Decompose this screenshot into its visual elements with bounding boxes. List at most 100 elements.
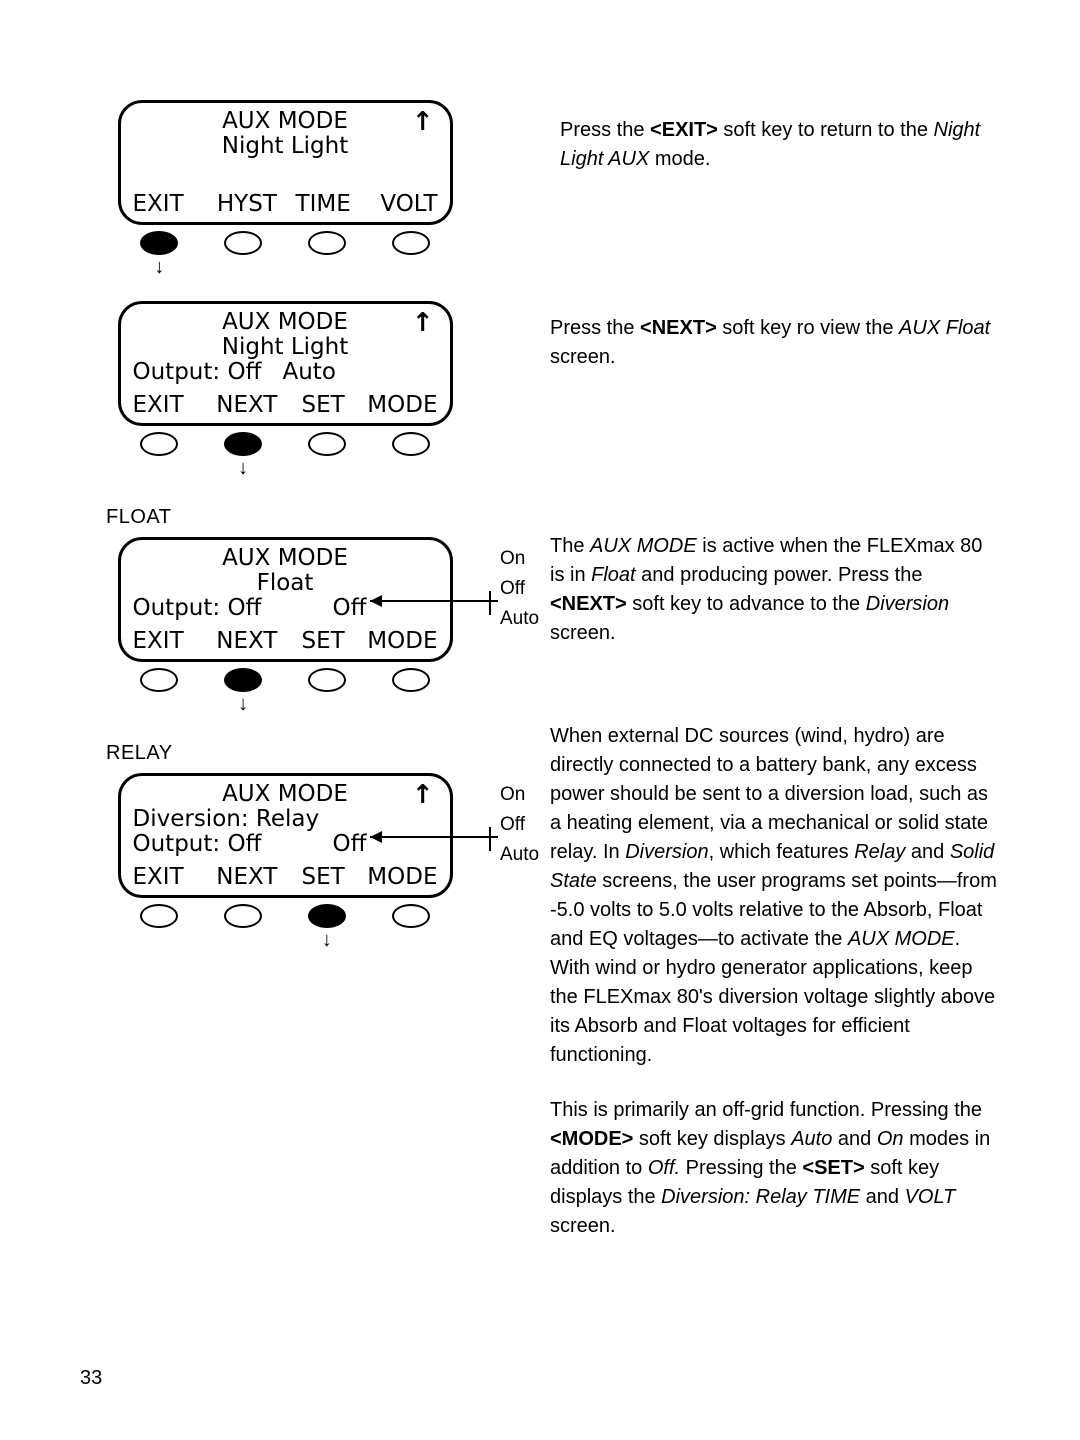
up-arrow-icon: ↑ (412, 310, 434, 337)
softkey-mode: MODE (361, 629, 437, 653)
key-exit: <EXIT> (650, 119, 718, 141)
lcd3-annotations: On Off Auto (500, 545, 550, 635)
text-frag: soft key displays (633, 1128, 791, 1150)
softkey-exit: EXIT (133, 192, 209, 216)
section-float-label: FLOAT (106, 506, 470, 529)
down-arrow-icon: ↓ (154, 257, 164, 277)
text-frag: mode. (649, 148, 710, 170)
button-empty (392, 432, 430, 456)
text-frag: , which features (709, 841, 855, 863)
text-frag: and (832, 1128, 876, 1150)
button-row-4: ↓ (118, 904, 453, 974)
button-empty (392, 904, 430, 928)
text-italic: Relay (854, 841, 905, 863)
annot-on: On (500, 781, 550, 811)
text-frag: screen. (550, 622, 616, 644)
left-column: AUX MODE ↑ Night Light EXIT HYST TIME VO… (100, 100, 470, 974)
text-italic: AUX MODE (590, 535, 697, 557)
annot-auto: Auto (500, 605, 550, 635)
lcd4-wrapper: AUX MODE ↑ Diversion: Relay Output: Off … (100, 773, 470, 898)
softkey-next: NEXT (209, 393, 285, 417)
text-italic: Float (591, 564, 635, 586)
text-frag: This is primarily an off-grid function. … (550, 1099, 982, 1121)
text-frag: soft key to advance to the (627, 593, 866, 615)
text-italic: AUX MODE (848, 928, 955, 950)
lcd2-auto: Auto (283, 360, 336, 384)
section-relay-label: RELAY (106, 742, 470, 765)
lcd1-title: AUX MODE (121, 109, 450, 133)
softkey-mode: MODE (361, 865, 437, 889)
para-5: This is primarily an off-grid function. … (550, 1096, 1000, 1241)
button-empty (140, 432, 178, 456)
button-empty (140, 904, 178, 928)
lcd4-title: AUX MODE (121, 782, 450, 806)
softkey-set: SET (285, 629, 361, 653)
page-number: 33 (80, 1367, 102, 1390)
annot-off: Off (500, 575, 550, 605)
up-arrow-icon: ↑ (412, 782, 434, 809)
lcd2-subtitle: Night Light (121, 335, 450, 359)
down-arrow-icon: ↓ (238, 458, 248, 478)
button-empty (308, 432, 346, 456)
text-frag: Pressing the (680, 1157, 802, 1179)
softkey-exit: EXIT (133, 865, 209, 889)
softkey-hyst: HYST (209, 192, 285, 216)
button-empty (224, 231, 262, 255)
up-arrow-icon: ↑ (412, 109, 434, 136)
para-4: When external DC sources (wind, hydro) a… (550, 722, 1000, 1070)
lcd2-softkeys: EXIT NEXT SET MODE (133, 393, 438, 417)
text-frag: soft key to return to the (718, 119, 934, 141)
down-arrow-icon: ↓ (238, 694, 248, 714)
key-next: <NEXT> (550, 593, 627, 615)
button-3-filled (224, 668, 262, 692)
lcd4-output: Output: Off (133, 832, 262, 856)
softkey-volt: VOLT (361, 192, 437, 216)
para-2: Press the <NEXT> soft key ro view the AU… (550, 314, 1000, 372)
lcd3-title: AUX MODE (121, 546, 450, 570)
annot-auto: Auto (500, 841, 550, 871)
lcd1-subtitle: Night Light (121, 134, 450, 158)
para-3: The AUX MODE is active when the FLEXmax … (550, 532, 1000, 648)
softkey-next: NEXT (209, 629, 285, 653)
off-pointer-icon (360, 591, 500, 631)
key-set: <SET> (802, 1157, 864, 1179)
button-4-filled (308, 904, 346, 928)
softkey-next: NEXT (209, 865, 285, 889)
text-frag: and (905, 841, 949, 863)
text-italic: Off. (648, 1157, 680, 1179)
lcd1-softkeys: EXIT HYST TIME VOLT (133, 192, 438, 216)
text-frag: and producing power. Press the (636, 564, 923, 586)
lcd2-line3: Output: Off Auto (133, 360, 438, 384)
text-frag: Press the (550, 317, 640, 339)
text-italic: Diversion (866, 593, 949, 615)
lcd3-output: Output: Off (133, 596, 262, 620)
down-arrow-icon: ↓ (322, 930, 332, 950)
lcd2-output: Output: Off (133, 360, 262, 384)
button-empty (392, 668, 430, 692)
text-italic: Diversion: Relay TIME (661, 1186, 860, 1208)
text-italic: Auto (791, 1128, 832, 1150)
softkey-exit: EXIT (133, 629, 209, 653)
right-column: Press the <EXIT> soft key to return to t… (490, 100, 1000, 1241)
lcd3-softkeys: EXIT NEXT SET MODE (133, 629, 438, 653)
button-1-filled (140, 231, 178, 255)
annot-on: On (500, 545, 550, 575)
softkey-set: SET (285, 393, 361, 417)
button-2-filled (224, 432, 262, 456)
softkey-mode: MODE (361, 393, 437, 417)
lcd-screen-2: AUX MODE ↑ Night Light Output: Off Auto … (118, 301, 453, 426)
button-row-3: ↓ (118, 668, 453, 738)
button-row-2: ↓ (118, 432, 453, 502)
button-row-1: ↓ (118, 231, 453, 301)
lcd4-annotations: On Off Auto (500, 781, 550, 871)
lcd-screen-1: AUX MODE ↑ Night Light EXIT HYST TIME VO… (118, 100, 453, 225)
text-frag: soft key ro view the (717, 317, 899, 339)
off-pointer-icon (360, 827, 500, 867)
text-frag: Press the (560, 119, 650, 141)
key-mode: <MODE> (550, 1128, 633, 1150)
text-frag: screen. (550, 1215, 616, 1237)
lcd3-wrapper: AUX MODE Float Output: Off Off EXIT NEXT… (100, 537, 470, 662)
text-italic: VOLT (905, 1186, 956, 1208)
text-frag: and (860, 1186, 904, 1208)
text-italic: AUX Float (899, 317, 990, 339)
